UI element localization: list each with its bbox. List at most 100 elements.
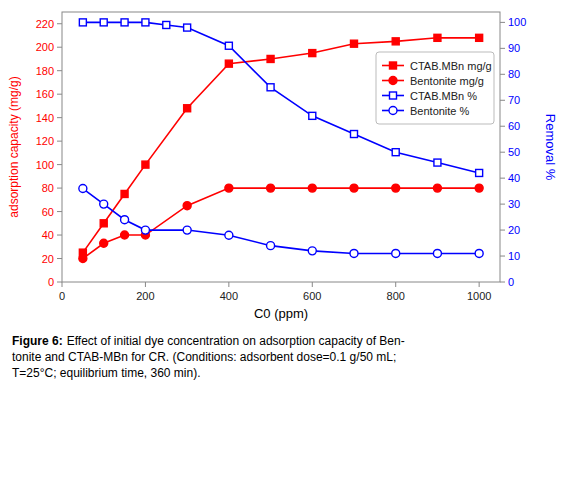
data-point <box>225 42 232 49</box>
data-point <box>183 202 191 210</box>
data-point <box>434 159 441 166</box>
y2-tick-label: 20 <box>508 224 520 236</box>
legend-box <box>376 52 494 124</box>
y2-tick <box>500 22 505 23</box>
y-tick <box>57 23 62 24</box>
data-point <box>267 55 274 62</box>
y-tick <box>57 282 62 283</box>
data-point <box>392 38 399 45</box>
caption-line: tonite and CTAB-MBn for CR. (Conditions:… <box>12 350 396 364</box>
caption-line: Effect of initial dye concentration on a… <box>67 334 405 348</box>
y2-tick-label: 100 <box>508 16 526 28</box>
x-tick-label: 400 <box>220 290 238 302</box>
data-point <box>351 40 358 47</box>
legend-marker <box>390 92 397 99</box>
y-tick <box>57 164 62 165</box>
y-axis-label: adsorption capacity (mg/g) <box>7 76 21 217</box>
y-tick <box>57 188 62 189</box>
data-point <box>433 249 441 257</box>
y2-tick <box>500 126 505 127</box>
data-point <box>434 34 441 41</box>
data-point <box>121 190 128 197</box>
series-line <box>83 22 479 173</box>
x-tick-label: 600 <box>303 290 321 302</box>
y-tick-label: 0 <box>48 276 54 288</box>
caption-text: Effect of initial dye concentration on a… <box>12 334 405 380</box>
data-point <box>100 239 108 247</box>
legend: CTAB.MBn mg/gBentonite mg/gCTAB.MBn %Ben… <box>376 52 494 124</box>
y2-tick-label: 40 <box>508 172 520 184</box>
x-tick <box>62 282 63 287</box>
x-tick-label: 200 <box>136 290 154 302</box>
data-point <box>350 184 358 192</box>
data-point <box>309 50 316 57</box>
data-point <box>475 249 483 257</box>
y2-tick <box>500 230 505 231</box>
x-tick-label: 0 <box>59 290 65 302</box>
y2-tick-label: 0 <box>508 276 514 288</box>
y-tick <box>57 94 62 95</box>
y-tick-label: 180 <box>36 65 54 77</box>
data-point <box>392 184 400 192</box>
x-tick <box>395 282 396 287</box>
data-point <box>100 200 108 208</box>
legend-label: CTAB.MBn % <box>410 90 477 102</box>
series-line <box>83 189 479 254</box>
y2-tick-label: 60 <box>508 120 520 132</box>
legend-marker <box>389 107 397 115</box>
data-point <box>309 112 316 119</box>
data-point <box>79 19 86 26</box>
data-point <box>308 184 316 192</box>
data-point <box>476 34 483 41</box>
legend-label: Bentonite mg/g <box>410 75 484 87</box>
y-tick-label: 20 <box>42 253 54 265</box>
y2-tick-label: 50 <box>508 146 520 158</box>
data-point <box>433 184 441 192</box>
plot-frame <box>62 12 500 282</box>
caption-line: T=25°C; equilibrium time, 360 min). <box>12 366 201 380</box>
data-point <box>225 184 233 192</box>
y2-tick-label: 70 <box>508 94 520 106</box>
y-tick <box>57 211 62 212</box>
x-axis-label: C0 (ppm) <box>254 306 308 321</box>
data-point <box>392 149 399 156</box>
y-tick <box>57 258 62 259</box>
y-tick <box>57 235 62 236</box>
data-point <box>100 19 107 26</box>
data-point <box>163 21 170 28</box>
y-tick-label: 120 <box>36 135 54 147</box>
y2-tick <box>500 100 505 101</box>
y-tick-label: 160 <box>36 88 54 100</box>
data-point <box>476 169 483 176</box>
y2-tick-label: 90 <box>508 42 520 54</box>
y2-tick <box>500 48 505 49</box>
data-point <box>79 255 87 263</box>
data-point <box>392 249 400 257</box>
y-tick <box>57 70 62 71</box>
data-point <box>267 184 275 192</box>
data-point <box>121 231 129 239</box>
x-tick <box>228 282 229 287</box>
data-point <box>308 247 316 255</box>
x-tick <box>479 282 480 287</box>
data-point <box>350 249 358 257</box>
legend-marker <box>390 62 397 69</box>
legend-marker <box>389 77 397 85</box>
y-tick-label: 220 <box>36 18 54 30</box>
data-point <box>267 242 275 250</box>
data-point <box>267 84 274 91</box>
y-tick-label: 100 <box>36 159 54 171</box>
data-point <box>141 226 149 234</box>
data-point <box>121 19 128 26</box>
y2-tick <box>500 204 505 205</box>
y2-tick <box>500 256 505 257</box>
y2-tick-label: 30 <box>508 198 520 210</box>
y2-tick-label: 10 <box>508 250 520 262</box>
x-tick <box>145 282 146 287</box>
y-tick-label: 80 <box>42 182 54 194</box>
x-tick-label: 1000 <box>467 290 491 302</box>
y-tick-label: 140 <box>36 112 54 124</box>
data-point <box>475 184 483 192</box>
x-tick-label: 800 <box>387 290 405 302</box>
y-tick-label: 40 <box>42 229 54 241</box>
